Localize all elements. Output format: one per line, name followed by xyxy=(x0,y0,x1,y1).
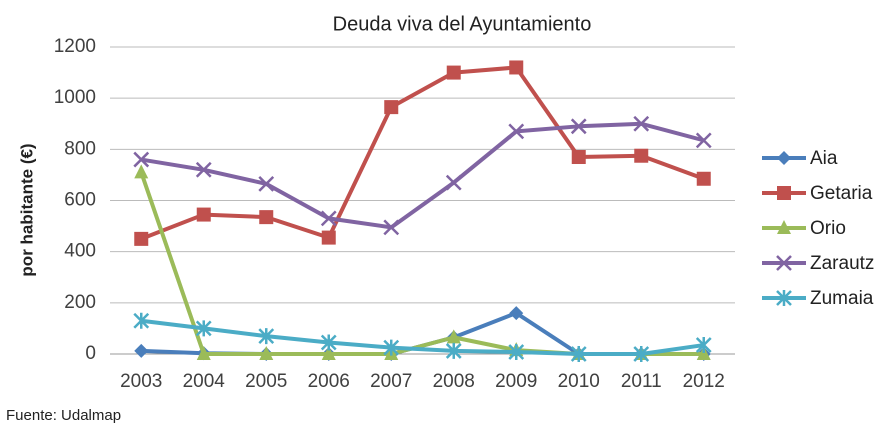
data-point xyxy=(134,343,149,358)
data-point xyxy=(321,346,336,360)
chart-title: Deuda viva del Ayuntamiento xyxy=(333,13,592,35)
x-tick-label: 2004 xyxy=(183,371,226,392)
x-tick-label: 2011 xyxy=(621,371,662,392)
data-point xyxy=(383,219,400,236)
y-tick-label: 400 xyxy=(64,241,96,262)
legend-label: Zumaia xyxy=(810,288,874,309)
data-point xyxy=(695,132,712,149)
data-point xyxy=(446,65,461,80)
data-point xyxy=(320,334,337,351)
data-point xyxy=(509,306,524,321)
legend-marker xyxy=(777,151,791,165)
data-point xyxy=(259,346,274,360)
data-point xyxy=(134,164,149,179)
data-point xyxy=(571,150,586,165)
source: Fuente: Udalmap xyxy=(6,407,121,424)
y-axis-label: por habitante (€) xyxy=(17,143,36,276)
data-point xyxy=(196,346,211,360)
data-point xyxy=(570,118,587,135)
data-point xyxy=(570,346,587,362)
data-point xyxy=(633,115,650,132)
x-tick-label: 2005 xyxy=(245,371,287,392)
y-tick-label: 600 xyxy=(64,190,96,211)
y-tick-label: 1000 xyxy=(54,87,96,108)
data-point xyxy=(695,337,712,354)
y-tick-label: 200 xyxy=(64,292,96,313)
series-line xyxy=(140,121,705,230)
data-point xyxy=(133,312,150,329)
y-tick-label: 0 xyxy=(85,343,96,364)
data-point xyxy=(134,231,149,246)
x-tick-label: 2012 xyxy=(683,371,725,392)
data-point xyxy=(258,328,275,345)
legend-label: Orio xyxy=(810,218,846,239)
legend-marker xyxy=(776,290,792,306)
data-point xyxy=(320,210,337,227)
data-point xyxy=(634,148,649,163)
legend-label: Aia xyxy=(810,148,838,169)
data-point xyxy=(133,151,150,168)
x-tick-label: 2008 xyxy=(433,371,475,392)
legend-label: Zarautz xyxy=(810,253,874,274)
series-line xyxy=(140,65,705,241)
data-point xyxy=(258,175,275,192)
series-line xyxy=(141,318,705,356)
x-tick-label: 2009 xyxy=(495,371,537,392)
legend-label: Getaria xyxy=(810,183,873,204)
data-point xyxy=(195,320,212,337)
data-point xyxy=(445,174,462,191)
data-point xyxy=(383,339,400,356)
data-point xyxy=(696,171,711,186)
data-point xyxy=(445,342,462,359)
legend-marker xyxy=(776,255,792,271)
data-point xyxy=(509,60,524,75)
data-point xyxy=(259,210,274,225)
y-tick-label: 1200 xyxy=(54,36,96,57)
x-tick-label: 2010 xyxy=(558,371,600,392)
data-point xyxy=(195,161,212,178)
x-tick-label: 2003 xyxy=(120,371,162,392)
x-tick-label: 2007 xyxy=(370,371,412,392)
data-point xyxy=(508,343,525,360)
y-tick-label: 800 xyxy=(64,138,96,159)
series-line xyxy=(139,171,704,356)
data-point xyxy=(446,329,461,344)
x-tick-label: 2006 xyxy=(308,371,350,392)
data-point xyxy=(633,346,650,362)
data-point xyxy=(508,123,525,140)
data-point xyxy=(196,207,211,222)
legend-marker xyxy=(777,220,791,234)
data-point xyxy=(384,100,399,115)
data-point xyxy=(321,230,336,245)
legend-marker xyxy=(777,186,791,200)
